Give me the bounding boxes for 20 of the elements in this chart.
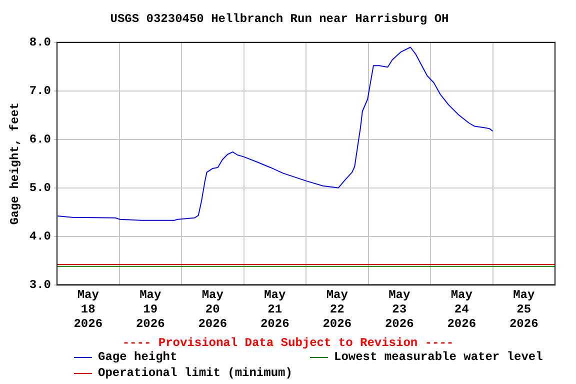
y-tick-label: 8.0 — [29, 35, 52, 50]
x-tick-label: May 24 2026 — [447, 288, 476, 331]
y-tick-label: 7.0 — [29, 84, 52, 98]
legend-label: Gage height — [98, 350, 178, 364]
text: ---- Provisional Data Subject to Revision ---- — [121, 336, 455, 350]
x-tick-label: May 23 2026 — [384, 288, 414, 331]
x-tick-label: May 21 2026 — [260, 288, 290, 331]
x-tick-label: May 19 2026 — [136, 288, 165, 331]
chart-title: USGS 03230450 Hellbranch Run near Harrisburg OH — [110, 12, 449, 26]
x-tick-label: May 22 2026 — [322, 288, 352, 331]
legend-label: Lowest measurable water level — [334, 350, 543, 364]
y-tick-label: 6.0 — [29, 132, 52, 146]
y-axis-title: Gage height, feet — [8, 102, 22, 225]
x-tick-label: May 20 2026 — [198, 288, 228, 331]
x-tick-label: May 18 2026 — [74, 288, 103, 331]
y-tick-label: 4.0 — [29, 229, 52, 244]
legend-label: Operational limit (minimum) — [98, 366, 292, 380]
y-tick-label: 5.0 — [29, 180, 52, 195]
x-tick-label: May 25 2026 — [509, 288, 538, 331]
y-tick-label: 3.0 — [29, 278, 52, 292]
